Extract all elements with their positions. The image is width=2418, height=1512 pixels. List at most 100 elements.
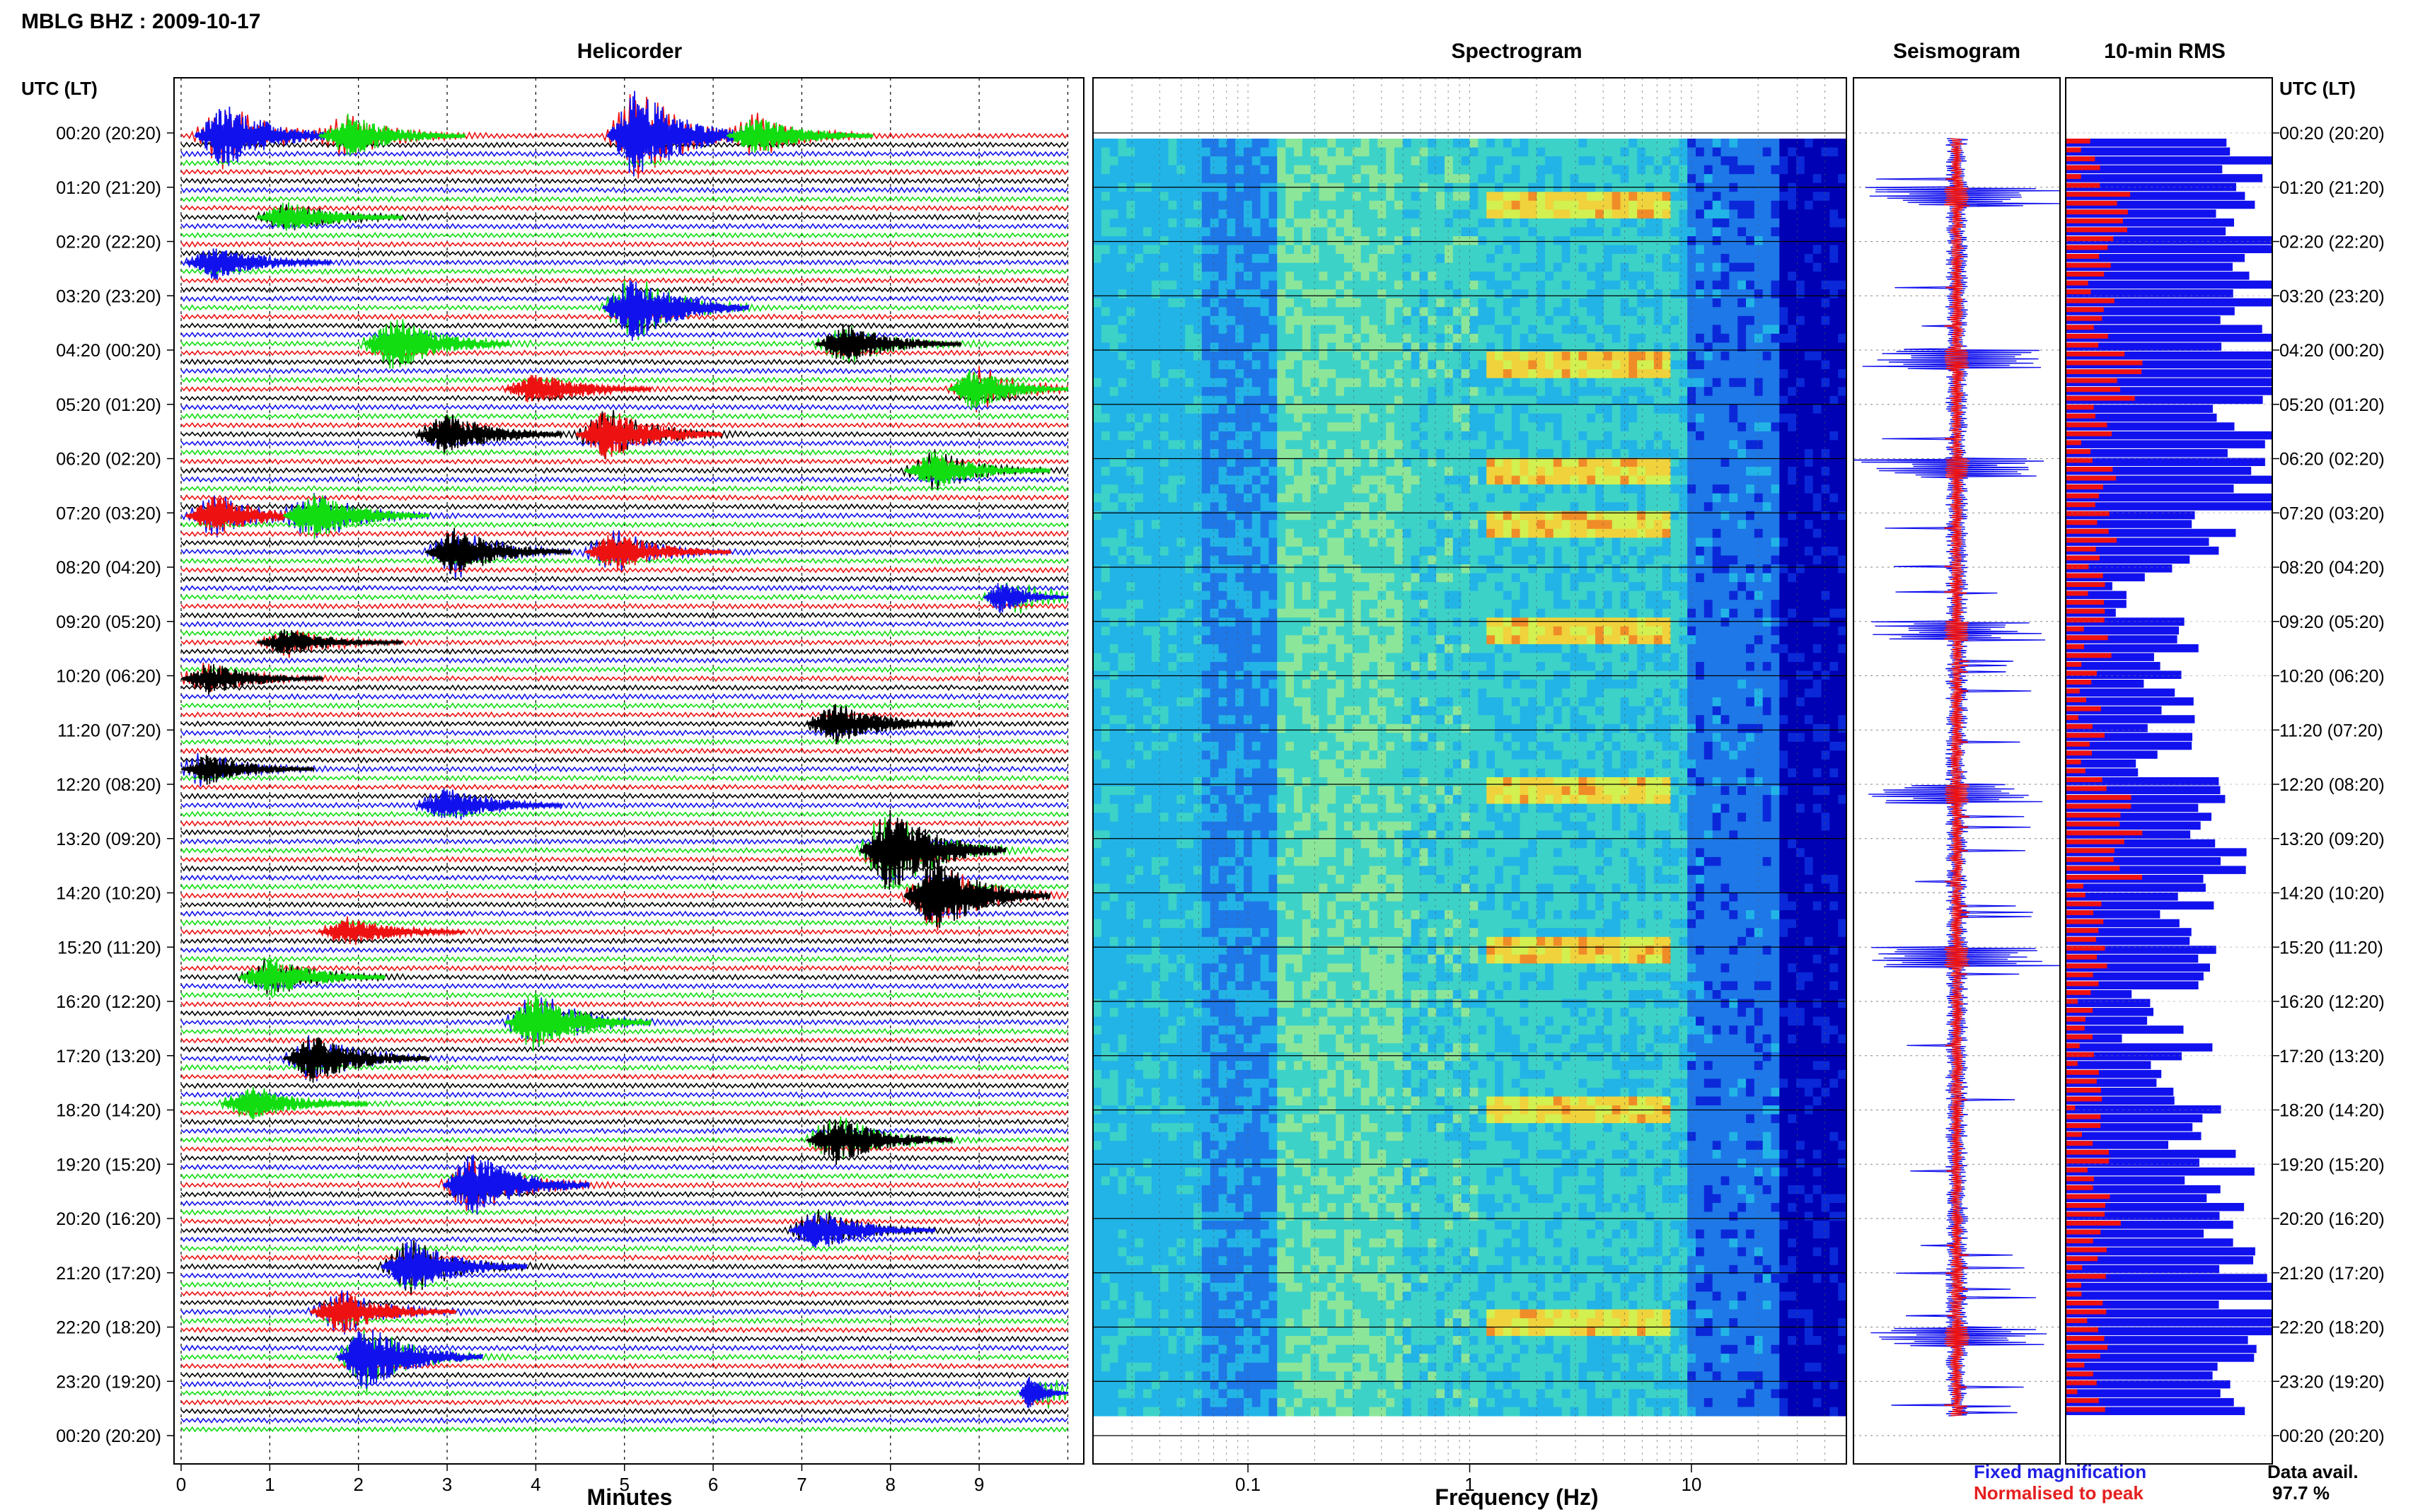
spectrogram-cell — [1821, 555, 1830, 565]
spectrogram-cell — [1486, 395, 1496, 405]
spectrogram-cell — [1377, 413, 1387, 423]
spectrogram-cell — [1436, 174, 1445, 184]
spectrogram-cell — [1578, 395, 1587, 405]
spectrogram-cell — [1737, 174, 1747, 184]
spectrogram-cell — [1771, 209, 1780, 219]
spectrogram-cell — [1176, 369, 1186, 379]
spectrogram-cell — [1612, 511, 1621, 521]
spectrogram-cell — [1101, 200, 1111, 210]
spectrogram-cell — [1779, 520, 1788, 530]
spectrogram-cell — [1503, 333, 1512, 343]
spectrogram-cell — [1653, 227, 1663, 237]
spectrogram-cell — [1235, 431, 1244, 441]
spectrogram-cell — [1277, 520, 1286, 530]
spectrogram-cell — [1645, 254, 1655, 264]
spectrogram-cell — [1737, 600, 1747, 610]
spectrogram-cell — [1218, 325, 1227, 335]
spectrogram-cell — [1201, 156, 1211, 166]
spectrogram-cell — [1737, 139, 1747, 149]
spectrogram-cell — [1251, 174, 1261, 184]
spectrogram-cell — [1118, 254, 1127, 264]
spectrogram-cell — [1762, 520, 1772, 530]
spectrogram-cell — [1587, 280, 1596, 290]
spectrogram-cell — [1469, 342, 1479, 352]
helicorder-trace — [180, 566, 1069, 574]
helicorder-event — [1018, 1376, 1069, 1408]
spectrogram-cell — [1528, 484, 1537, 494]
spectrogram-cell — [1143, 236, 1152, 246]
spectrogram-cell — [1737, 192, 1747, 202]
helicorder-event — [903, 859, 1051, 929]
spectrogram-cell — [1478, 280, 1487, 290]
spectrogram-cell — [1285, 209, 1295, 219]
spectrogram-cell — [1445, 449, 1454, 459]
spectrogram-cell — [1821, 405, 1830, 414]
spectrogram-cell — [1553, 139, 1563, 149]
spectrogram-cell — [1419, 582, 1428, 592]
spectrogram-cell — [1829, 413, 1839, 423]
spectrogram-cell — [1336, 315, 1345, 325]
spectrogram-cell — [1703, 520, 1713, 530]
spectrogram-cell — [1629, 582, 1638, 592]
spectrogram-cell — [1545, 511, 1554, 521]
spectrogram-cell — [1537, 431, 1546, 441]
spectrogram-cell — [1176, 467, 1186, 477]
spectrogram-cell — [1771, 236, 1780, 246]
spectrogram-cell — [1629, 156, 1638, 166]
spectrogram-cell — [1109, 325, 1119, 335]
spectrogram-cell — [1553, 537, 1563, 547]
spectrogram-cell — [1319, 511, 1328, 521]
spectrogram-cell — [1838, 475, 1847, 485]
spectrogram-cell — [1662, 387, 1672, 397]
spectrogram-cell — [1553, 227, 1563, 237]
spectrogram-cell — [1545, 413, 1554, 423]
spectrogram-cell — [1277, 325, 1286, 335]
spectrogram-cell — [1143, 582, 1152, 592]
spectrogram-cell — [1419, 405, 1428, 414]
spectrogram-cell — [1637, 174, 1646, 184]
spectrogram-cell — [1612, 502, 1621, 512]
helicorder-trace — [180, 603, 1069, 610]
spectrogram-cell — [1327, 165, 1336, 175]
spectrogram-cell — [1377, 333, 1387, 343]
spectrogram-cell — [1729, 546, 1738, 556]
spectrogram-cell — [1469, 582, 1479, 592]
spectrogram-cell — [1703, 209, 1713, 219]
spectrogram-cell — [1478, 458, 1487, 467]
spectrogram-cell — [1587, 405, 1596, 414]
spectrogram-cell — [1310, 298, 1320, 308]
spectrogram-cell — [1394, 289, 1404, 299]
spectrogram-cell — [1603, 254, 1613, 264]
spectrogram-cell — [1595, 582, 1604, 592]
spectrogram-cell — [1788, 147, 1797, 157]
spectrogram-cell — [1520, 369, 1529, 379]
spectrogram-cell — [1520, 467, 1529, 477]
spectrogram-cell — [1159, 298, 1169, 308]
spectrogram-cell — [1720, 262, 1730, 272]
spectrogram-cell — [1327, 511, 1336, 521]
spectrogram-cell — [1419, 174, 1428, 184]
spectrogram-cell — [1452, 528, 1462, 538]
spectrogram-cell — [1201, 467, 1211, 477]
spectrogram-cell — [1093, 289, 1102, 299]
spectrogram-cell — [1445, 245, 1454, 255]
spectrogram-cell — [1612, 555, 1621, 565]
spectrogram-cell — [1394, 484, 1404, 494]
spectrogram-cell — [1637, 227, 1646, 237]
spectrogram-cell — [1168, 209, 1177, 219]
spectrogram-cell — [1587, 315, 1596, 325]
spectrogram-cell — [1352, 395, 1362, 405]
spectrogram-cell — [1377, 227, 1387, 237]
spectrogram-cell — [1159, 245, 1169, 255]
spectrogram-cell — [1369, 484, 1378, 494]
spectrogram-cell — [1126, 405, 1135, 414]
spectrogram-cell — [1402, 209, 1412, 219]
spectrogram-cell — [1670, 351, 1679, 361]
spectrogram-cell — [1746, 528, 1755, 538]
spectrogram-cell — [1369, 555, 1378, 565]
spectrogram-cell — [1679, 351, 1688, 361]
spectrogram-cell — [1679, 546, 1688, 556]
spectrogram-cell — [1762, 564, 1772, 574]
spectrogram-cell — [1151, 280, 1161, 290]
spectrogram-cell — [1729, 289, 1738, 299]
